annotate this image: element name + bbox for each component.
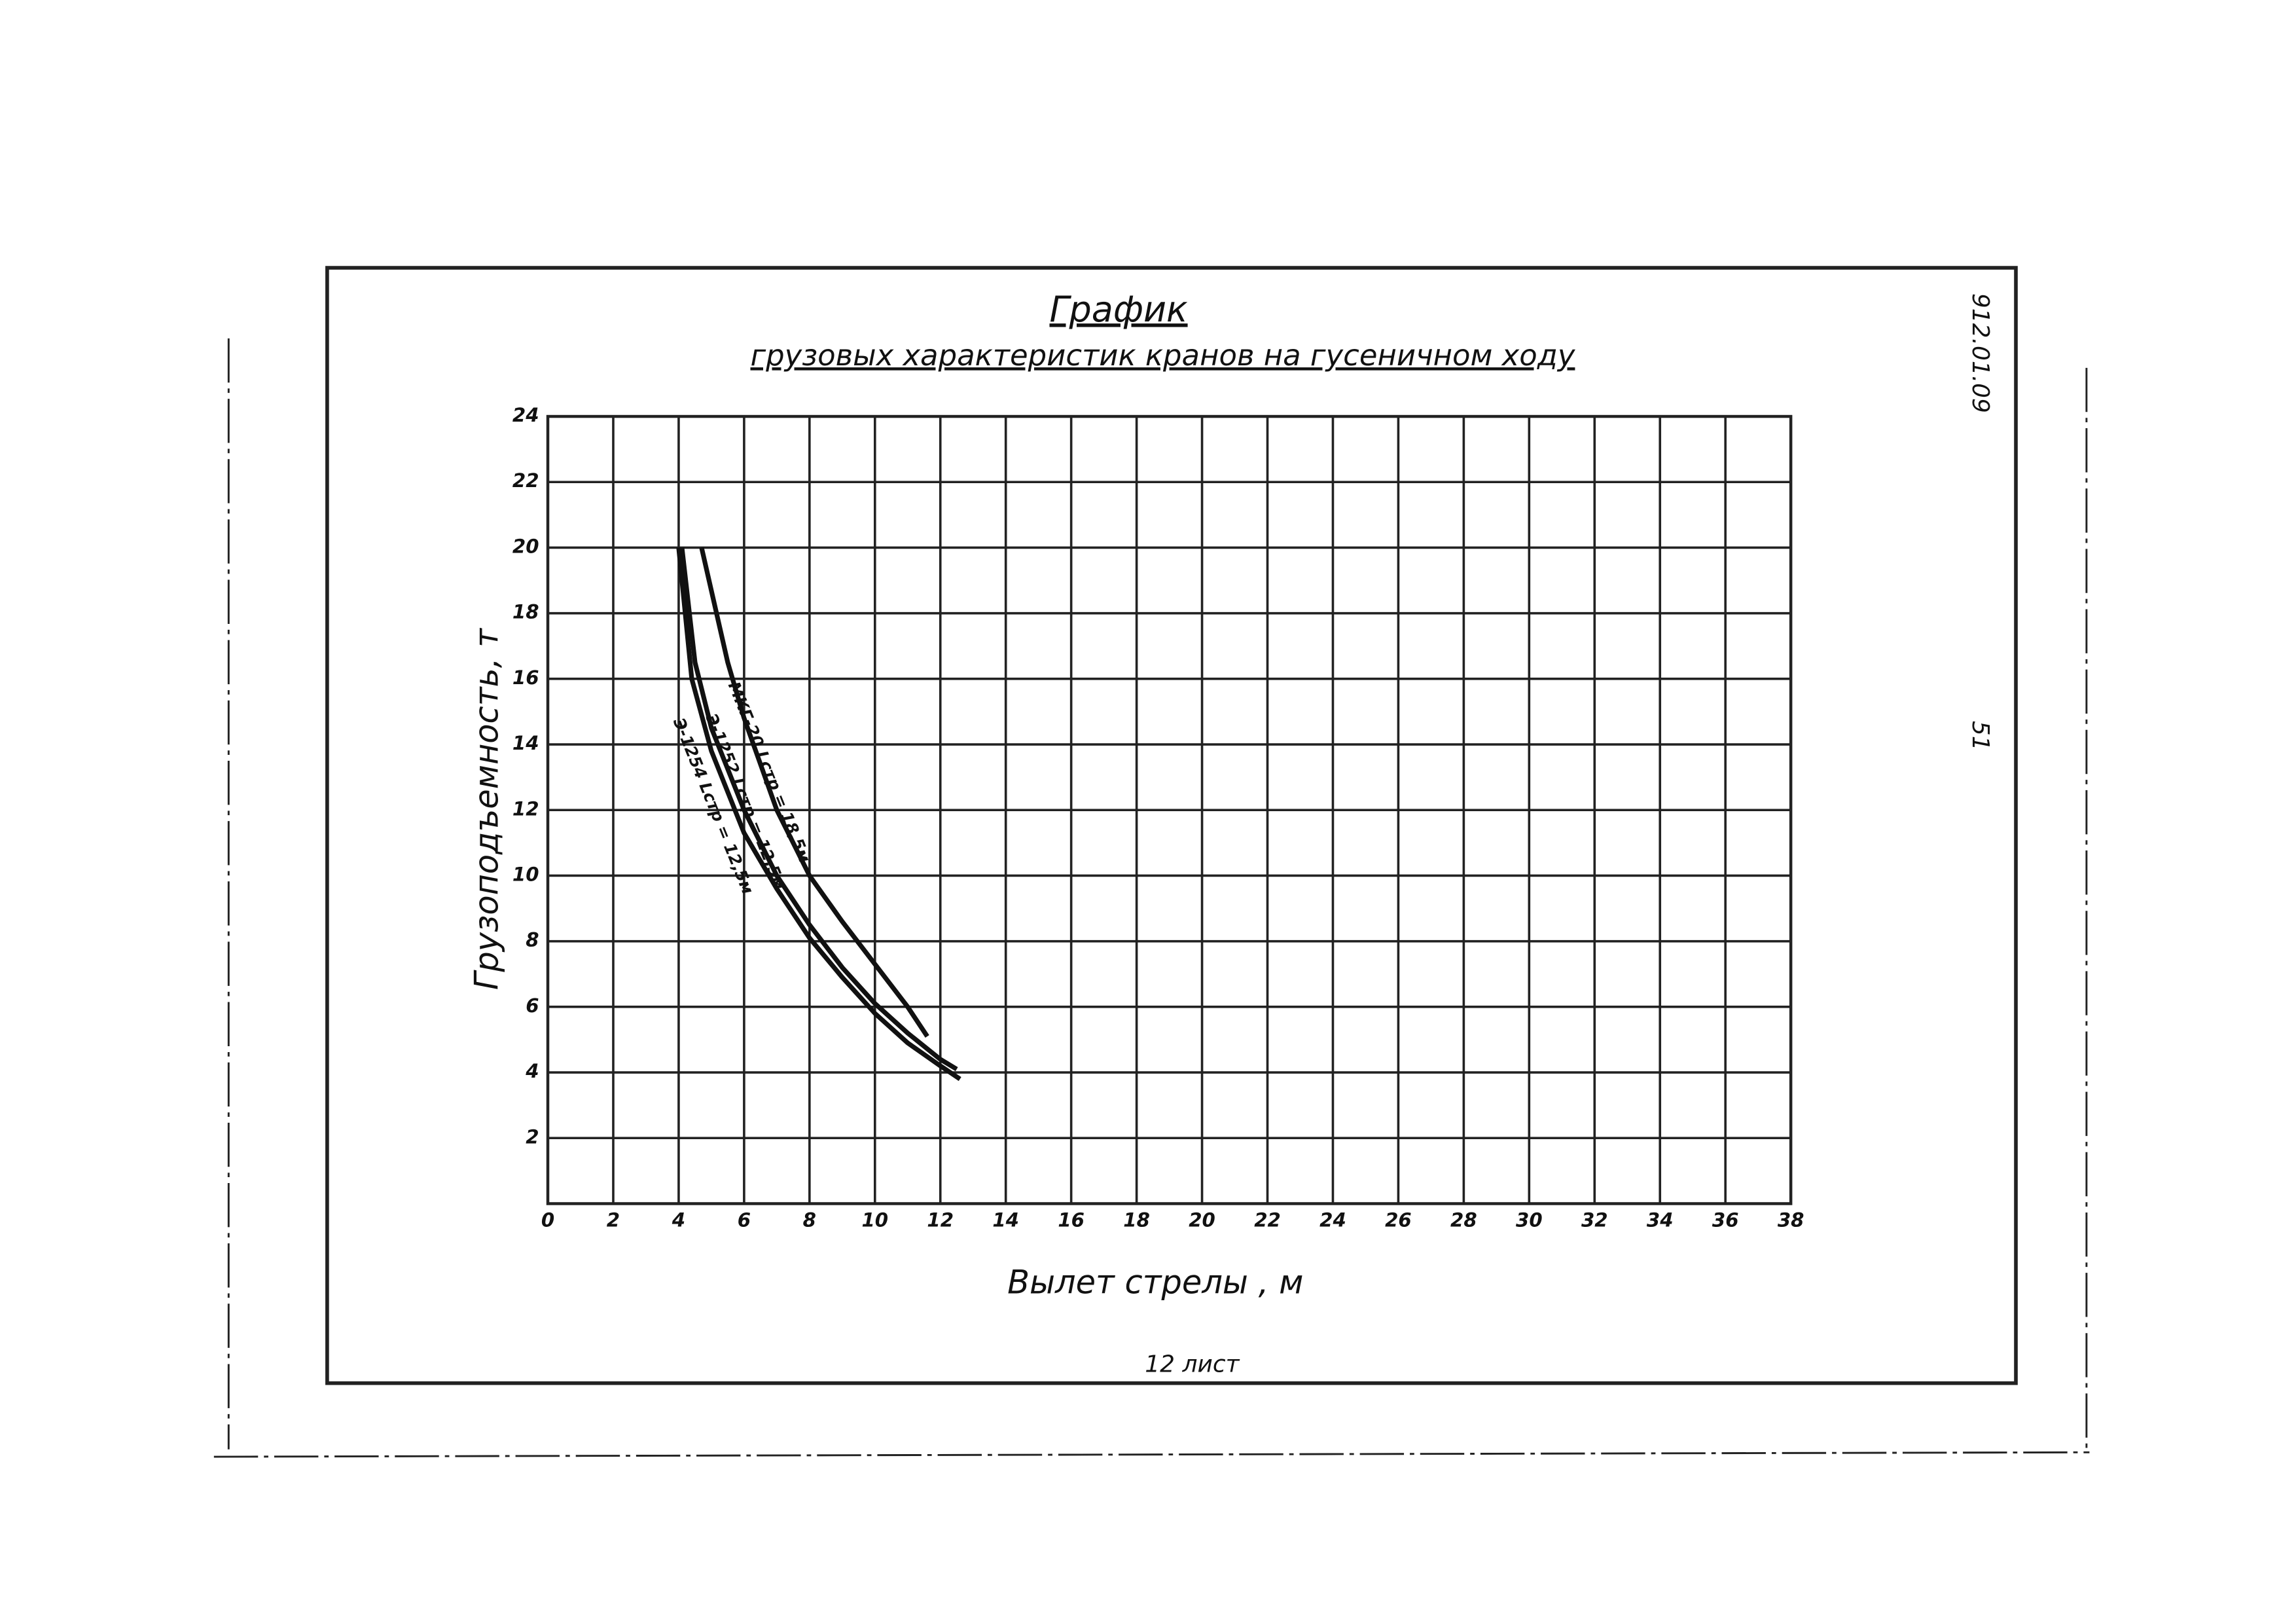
y-tick-label: 20	[512, 535, 539, 557]
y-tick-label: 4	[525, 1060, 539, 1082]
y-tick-label: 22	[512, 469, 539, 492]
x-tick-label: 0	[541, 1209, 554, 1231]
y-tick-label: 6	[526, 994, 539, 1017]
cut-line	[213, 1451, 2090, 1458]
border	[325, 266, 2018, 1385]
x-tick-label: 20	[1189, 1209, 1215, 1231]
x-tick-label: 28	[1450, 1209, 1477, 1231]
crane-curve	[699, 547, 929, 1038]
x-tick-label: 32	[1581, 1209, 1608, 1231]
x-tick-label: 6	[738, 1209, 751, 1231]
y-tick-label: 18	[512, 601, 539, 623]
chart-title: График	[1050, 289, 1189, 330]
x-tick-label: 34	[1647, 1209, 1674, 1231]
x-tick-label: 18	[1123, 1209, 1150, 1231]
crane-curve	[676, 547, 961, 1082]
y-tick-label: 12	[512, 797, 539, 820]
x-tick-label: 10	[861, 1209, 888, 1231]
x-tick-label: 8	[803, 1209, 816, 1231]
page-number: 51	[1967, 721, 1994, 751]
x-tick-label: 26	[1385, 1209, 1412, 1231]
y-tick-label: 16	[512, 666, 539, 689]
y-tick-label: 8	[526, 929, 539, 951]
x-tick-label: 30	[1516, 1209, 1543, 1231]
x-tick-label: 24	[1319, 1209, 1346, 1231]
x-tick-label: 22	[1254, 1209, 1281, 1231]
x-tick-label: 2	[607, 1209, 620, 1231]
y-tick-label: 10	[512, 863, 539, 885]
x-axis-label: Вылет стрелы , м	[1007, 1264, 1303, 1302]
x-tick-label: 12	[927, 1209, 954, 1231]
chart-subtitle: грузовых характеристик кранов на гусенич…	[751, 338, 1576, 373]
x-tick-label: 38	[1778, 1209, 1804, 1231]
doc-code: 912.01.09	[1967, 293, 1994, 413]
x-tick-label: 4	[672, 1209, 685, 1231]
x-tick-label: 36	[1712, 1209, 1739, 1231]
x-tick-label: 16	[1058, 1209, 1085, 1231]
y-tick-label: 14	[512, 732, 539, 754]
y-axis-label: Грузоподъемность, т	[468, 628, 506, 990]
y-tick-label: 24	[512, 404, 539, 426]
y-tick-label: 2	[526, 1125, 539, 1148]
sheet-label: 12 лист	[1145, 1351, 1240, 1378]
frame	[213, 266, 2090, 1458]
crane-curve	[679, 547, 958, 1072]
x-tick-label: 14	[992, 1209, 1019, 1231]
